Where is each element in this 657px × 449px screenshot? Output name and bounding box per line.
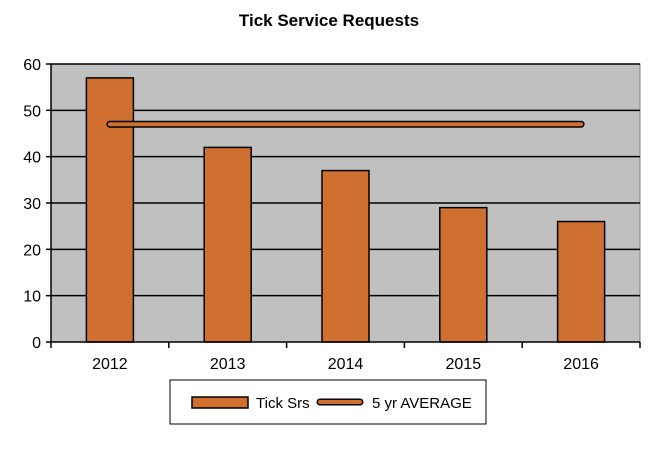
x-tick-label: 2015 xyxy=(446,356,482,373)
y-tick-label: 20 xyxy=(23,242,41,259)
y-tick-label: 0 xyxy=(32,335,41,352)
bar-2013 xyxy=(203,146,252,343)
x-tick-label: 2016 xyxy=(563,356,599,373)
chart-title: Tick Service Requests xyxy=(239,11,419,30)
y-tick-label: 60 xyxy=(23,57,41,74)
x-tick-label: 2014 xyxy=(328,356,364,373)
bar-2012 xyxy=(85,77,135,343)
y-tick-label: 30 xyxy=(23,196,41,213)
y-tick-label: 10 xyxy=(23,289,41,306)
legend-swatch-bar xyxy=(191,396,249,409)
y-tick-label: 40 xyxy=(23,150,41,167)
bar-2015 xyxy=(439,206,488,343)
bar-2014 xyxy=(321,169,370,343)
x-tick-label: 2013 xyxy=(210,356,246,373)
x-tick-label: 2012 xyxy=(92,356,128,373)
legend-label-line: 5 yr AVERAGE xyxy=(372,395,472,412)
legend-label-bar: Tick Srs xyxy=(256,395,310,412)
bar-2016 xyxy=(556,220,606,343)
y-tick-label: 50 xyxy=(23,103,41,120)
